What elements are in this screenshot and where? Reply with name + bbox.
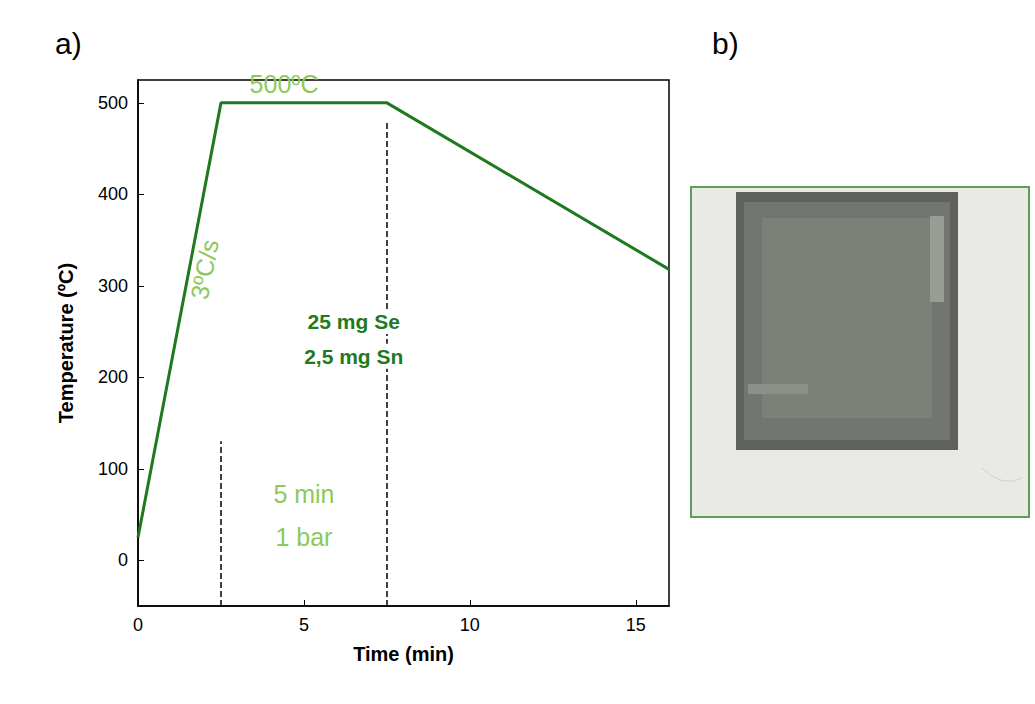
svg-text:2,5 mg Sn: 2,5 mg Sn <box>304 345 403 368</box>
svg-text:300: 300 <box>98 276 128 296</box>
svg-text:3ºC/s: 3ºC/s <box>185 237 224 302</box>
svg-text:400: 400 <box>98 184 128 204</box>
svg-text:500ºC: 500ºC <box>250 70 319 98</box>
svg-text:10: 10 <box>460 615 480 635</box>
svg-text:1 bar: 1 bar <box>275 523 332 551</box>
svg-text:15: 15 <box>626 615 646 635</box>
svg-text:5 min: 5 min <box>273 480 334 508</box>
svg-text:5: 5 <box>299 615 309 635</box>
svg-text:0: 0 <box>133 615 143 635</box>
svg-text:0: 0 <box>118 550 128 570</box>
svg-text:a): a) <box>55 27 82 60</box>
svg-text:100: 100 <box>98 459 128 479</box>
svg-text:25 mg Se: 25 mg Se <box>308 310 400 333</box>
svg-text:500: 500 <box>98 93 128 113</box>
svg-text:200: 200 <box>98 367 128 387</box>
svg-text:b): b) <box>712 27 739 60</box>
svg-text:Time (min): Time (min) <box>353 643 454 665</box>
svg-text:Temperature (ºC): Temperature (ºC) <box>55 263 77 423</box>
